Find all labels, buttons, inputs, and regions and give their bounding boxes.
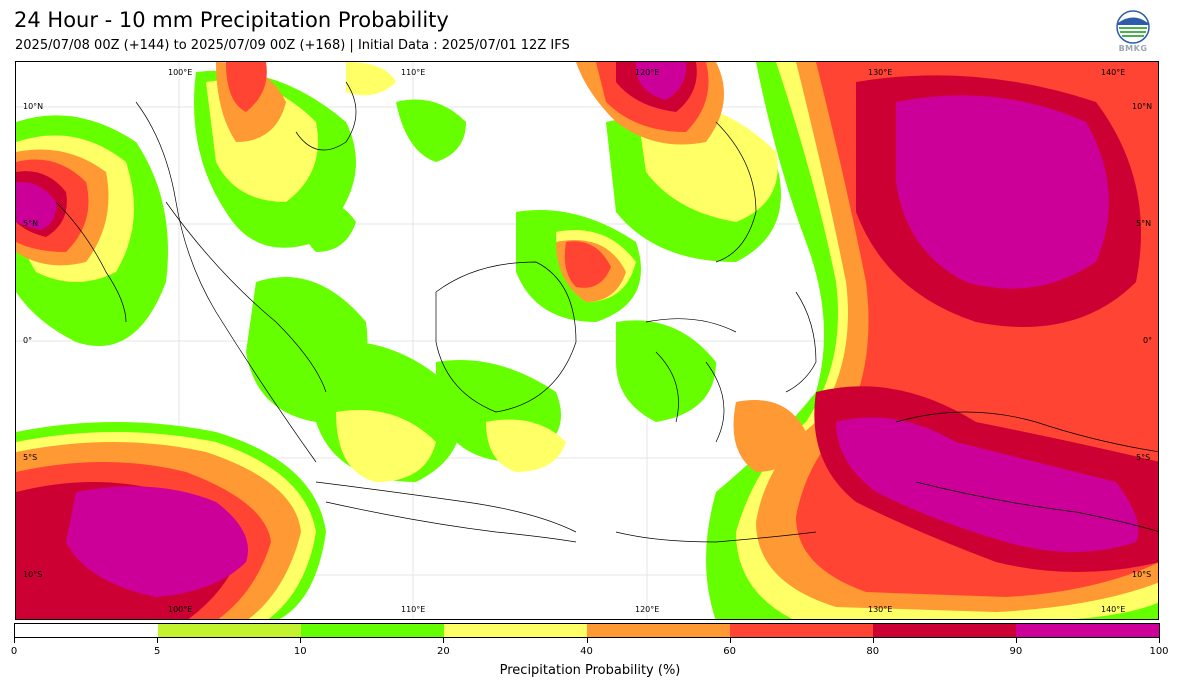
probability-90-100-areas: [16, 62, 1139, 597]
colorbar-tick-label: 100: [1149, 646, 1169, 657]
colorbar-segment-20-40: [444, 624, 587, 637]
colorbar-segment-90-100: [1016, 624, 1159, 637]
colorbar-tick: [300, 638, 302, 643]
lat-label-left-0: 0°: [23, 336, 33, 345]
lon-label-top-140e: 140°E: [1101, 68, 1126, 77]
colorbar-tick-label: 20: [437, 646, 450, 657]
precipitation-map[interactable]: 100°E 110°E 120°E 130°E 140°E 100°E 110°…: [15, 61, 1159, 620]
colorbar-tick: [586, 638, 588, 643]
lon-label-bottom-120e: 120°E: [635, 605, 660, 614]
lon-label-bottom-100e: 100°E: [168, 605, 193, 614]
map-canvas: [16, 62, 1158, 619]
nusa-tenggara-coast: [615, 531, 817, 543]
philippines-coast: [715, 121, 757, 263]
sumatra-coast: [135, 101, 317, 463]
lat-label-right-0: 0°: [1143, 336, 1153, 345]
colorbar-tick-label: 90: [1009, 646, 1023, 657]
lat-label-left-5s: 5°S: [23, 453, 38, 462]
colorbar-tick-label: 0: [10, 646, 18, 657]
page-title: 24 Hour - 10 mm Precipitation Probabilit…: [14, 8, 449, 32]
colorbar-segment-40-60: [587, 624, 730, 637]
lon-label-top-130e: 130°E: [868, 68, 893, 77]
colorbar-segment-10-20: [301, 624, 444, 637]
colorbar-tick-label: 10: [293, 646, 307, 657]
lat-label-right-10n: 10°N: [1132, 102, 1153, 111]
colorbar-tick-label: 80: [866, 646, 880, 657]
sulawesi-coast: [645, 318, 737, 443]
colorbar-tick-label: 40: [580, 646, 593, 657]
lon-label-top-120e: 120°E: [635, 68, 660, 77]
halmahera-coast: [785, 291, 817, 393]
colorbar-tick: [443, 638, 445, 643]
new-guinea-coast: [895, 411, 1158, 532]
forecast-period-subtitle: 2025/07/08 00Z (+144) to 2025/07/09 00Z …: [15, 38, 570, 53]
colorbar-segment-5-10: [158, 624, 301, 637]
lat-label-right-5s: 5°S: [1136, 453, 1151, 462]
lon-label-bottom-140e: 140°E: [1101, 605, 1126, 614]
borneo-coast: [435, 261, 577, 413]
probability-colorbar: [14, 623, 1160, 638]
vietnam-coast: [295, 81, 357, 151]
colorbar-tick-label: 5: [153, 646, 161, 657]
lon-label-top-100e: 100°E: [168, 68, 193, 77]
malay-peninsula-coast: [55, 201, 127, 323]
lat-label-right-5n: 5°N: [1136, 219, 1152, 228]
lat-label-left-10n: 10°N: [23, 102, 44, 111]
colorbar-title: Precipitation Probability (%): [499, 663, 681, 678]
colorbar-segment-60-80: [730, 624, 873, 637]
colorbar-tick: [14, 638, 15, 643]
colorbar-segment-80-90: [873, 624, 1016, 637]
colorbar-tick-label: 60: [723, 646, 736, 657]
lon-label-bottom-110e: 110°E: [401, 605, 426, 614]
lon-label-bottom-130e: 130°E: [868, 605, 893, 614]
colorbar-tick: [1015, 638, 1017, 643]
lon-label-top-110e: 110°E: [401, 68, 426, 77]
bmkg-logo-icon: [1116, 10, 1150, 44]
colorbar-segment-0-5: [15, 624, 158, 637]
lat-label-left-10s: 10°S: [23, 570, 43, 579]
logo-text: BMKG: [1118, 44, 1148, 53]
colorbar-tick: [872, 638, 874, 643]
colorbar-tick: [157, 638, 159, 643]
colorbar-tick: [729, 638, 731, 643]
coastlines: [55, 81, 1158, 543]
lat-label-right-10s: 10°S: [1132, 570, 1152, 579]
colorbar-tick: [1159, 638, 1160, 643]
lat-label-left-5n: 5°N: [23, 219, 39, 228]
